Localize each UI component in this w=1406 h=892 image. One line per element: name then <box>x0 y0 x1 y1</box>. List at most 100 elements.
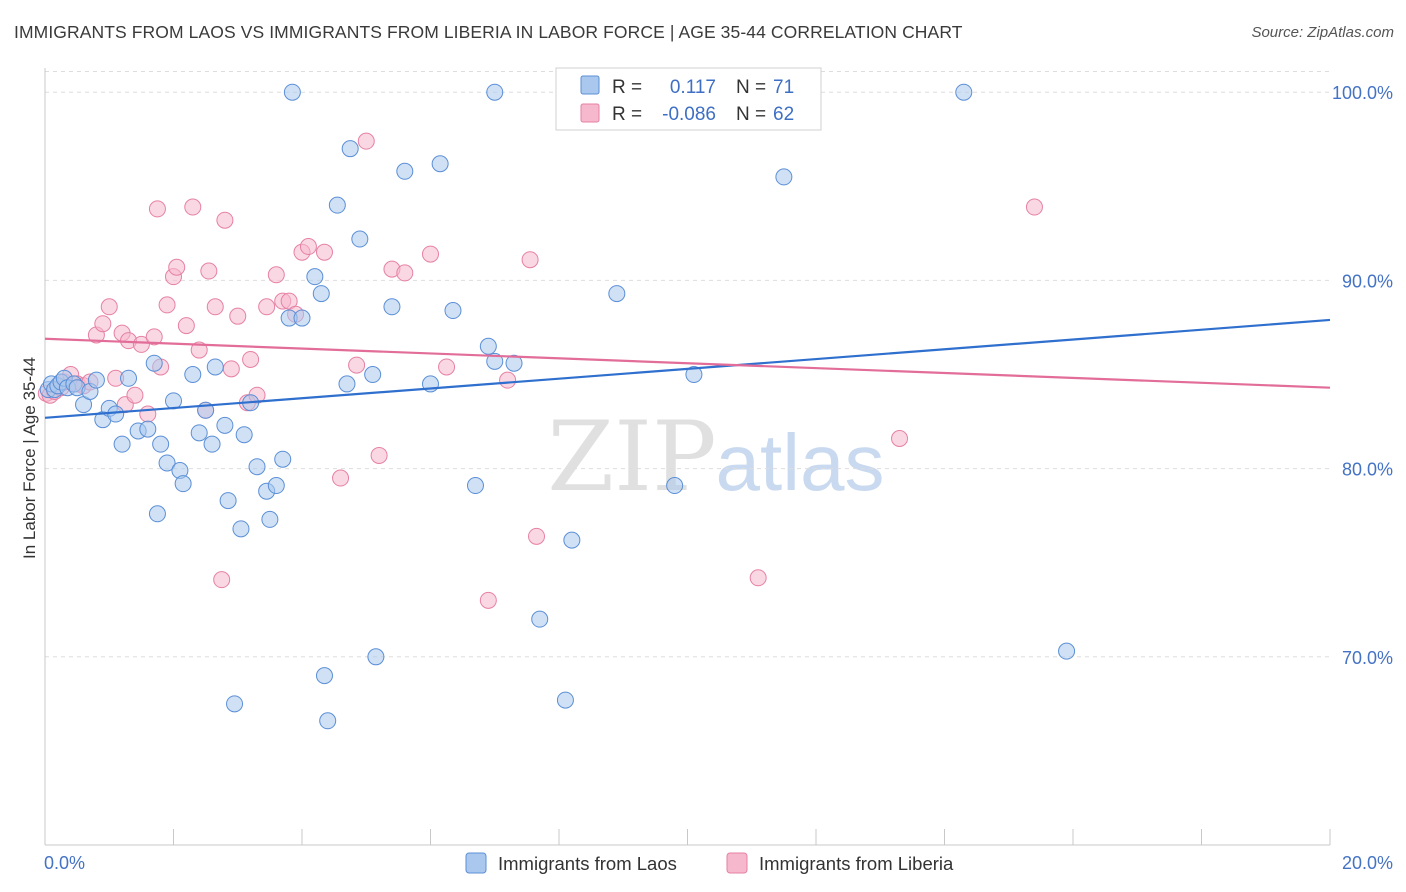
liberia-point <box>158 296 176 314</box>
laos-point <box>367 648 385 666</box>
laos-point <box>184 366 202 384</box>
laos-point <box>174 475 192 493</box>
liberia-point <box>521 251 539 269</box>
laos-point <box>248 458 266 476</box>
liberia-point <box>479 591 497 609</box>
laos-point <box>203 435 221 453</box>
legend-n-value-liberia: 62 <box>773 104 794 125</box>
laos-point <box>341 140 359 158</box>
liberia-point <box>332 469 350 487</box>
laos-point <box>479 337 497 355</box>
chart-title: IMMIGRANTS FROM LAOS VS IMMIGRANTS FROM … <box>14 22 963 42</box>
tick-labels: 70.0% 80.0% 90.0% 100.0% 0.0% 20.0% <box>44 83 1393 873</box>
liberia-point <box>190 341 208 359</box>
laos-point <box>232 520 250 538</box>
watermark-atlas: atlas <box>716 418 885 507</box>
source-note: Source: ZipAtlas.com <box>1251 24 1394 41</box>
laos-point <box>685 366 703 384</box>
bottom-legend-label-laos: Immigrants from Laos <box>498 853 677 874</box>
legend-n-value-laos: 71 <box>773 77 794 98</box>
liberia-point <box>126 386 144 404</box>
y-tick-label: 70.0% <box>1342 648 1393 668</box>
x-tick-label-min: 0.0% <box>44 853 85 873</box>
laos-point <box>608 285 626 303</box>
laos-point <box>312 285 330 303</box>
liberia-point <box>242 350 260 368</box>
liberia-point <box>222 360 240 378</box>
trend-line-liberia <box>44 337 1331 389</box>
liberia-point <box>229 307 247 325</box>
liberia-point <box>200 262 218 280</box>
liberia-point <box>139 405 157 423</box>
laos-point <box>219 492 237 510</box>
legend-n-label-liberia: N = <box>736 104 766 125</box>
laos-point <box>113 435 131 453</box>
liberia-point <box>216 211 234 229</box>
y-tick-label: 90.0% <box>1342 271 1393 291</box>
laos-point <box>486 352 504 370</box>
laos-point <box>505 354 523 372</box>
y-tick-label: 80.0% <box>1342 460 1393 480</box>
laos-point <box>338 375 356 393</box>
liberia-point <box>213 571 231 589</box>
laos-point <box>328 196 346 214</box>
watermark-zip: ZIP <box>547 401 716 513</box>
y-tick-label: 100.0% <box>1332 83 1393 103</box>
laos-point <box>206 358 224 376</box>
liberia-point <box>148 200 166 218</box>
liberia-point <box>267 266 285 284</box>
trend-line-laos <box>44 318 1331 419</box>
laos-point <box>148 505 166 523</box>
laos-point <box>364 366 382 384</box>
legend-swatch-laos <box>580 75 600 95</box>
liberia-point <box>258 298 276 316</box>
laos-point <box>444 302 462 320</box>
laos-point <box>556 691 574 709</box>
laos-point <box>152 435 170 453</box>
liberia-point <box>206 298 224 316</box>
liberia-point <box>422 245 439 263</box>
liberia-point <box>438 358 456 376</box>
liberia-point <box>94 315 112 333</box>
laos-point <box>165 392 182 410</box>
liberia-point <box>177 317 195 335</box>
x-tick-label-max: 20.0% <box>1342 853 1393 873</box>
liberia-point <box>132 335 150 353</box>
legend-r-value-liberia: -0.086 <box>662 104 716 125</box>
liberia-point <box>299 238 317 256</box>
laos-point <box>190 424 208 442</box>
laos-point <box>145 354 163 372</box>
liberia-point <box>100 298 118 316</box>
liberia-point <box>168 258 186 276</box>
liberia-point <box>357 132 375 150</box>
laos-point <box>274 450 292 468</box>
laos-point <box>87 371 105 389</box>
axes <box>44 68 1331 846</box>
bottom-legend-label-liberia: Immigrants from Liberia <box>759 853 954 874</box>
laos-point <box>226 695 244 713</box>
laos-point <box>306 268 324 286</box>
liberia-point <box>184 198 202 216</box>
legend-n-label-laos: N = <box>736 77 766 98</box>
laos-point <box>319 712 337 730</box>
laos-points <box>39 83 1076 730</box>
laos-point <box>351 230 369 248</box>
series-legend: Immigrants from Laos Immigrants from Lib… <box>465 852 954 874</box>
legend-swatch-liberia <box>580 103 600 123</box>
correlation-legend: R = 0.117 N = 71 R = -0.086 N = 62 <box>555 67 822 131</box>
liberia-point <box>348 356 366 374</box>
liberia-point <box>370 446 388 464</box>
laos-point <box>563 531 581 549</box>
laos-point <box>261 510 279 528</box>
laos-point <box>107 405 125 423</box>
liberia-point <box>891 430 909 448</box>
liberia-point <box>145 328 163 346</box>
bottom-legend-swatch-liberia <box>726 852 748 874</box>
liberia-point <box>499 371 517 389</box>
laos-point <box>431 155 449 173</box>
y-axis-label: In Labor Force | Age 35-44 <box>20 357 39 559</box>
legend-r-label-liberia: R = <box>612 104 642 125</box>
laos-point <box>486 83 504 101</box>
laos-point <box>383 298 401 316</box>
laos-point <box>1058 642 1076 660</box>
